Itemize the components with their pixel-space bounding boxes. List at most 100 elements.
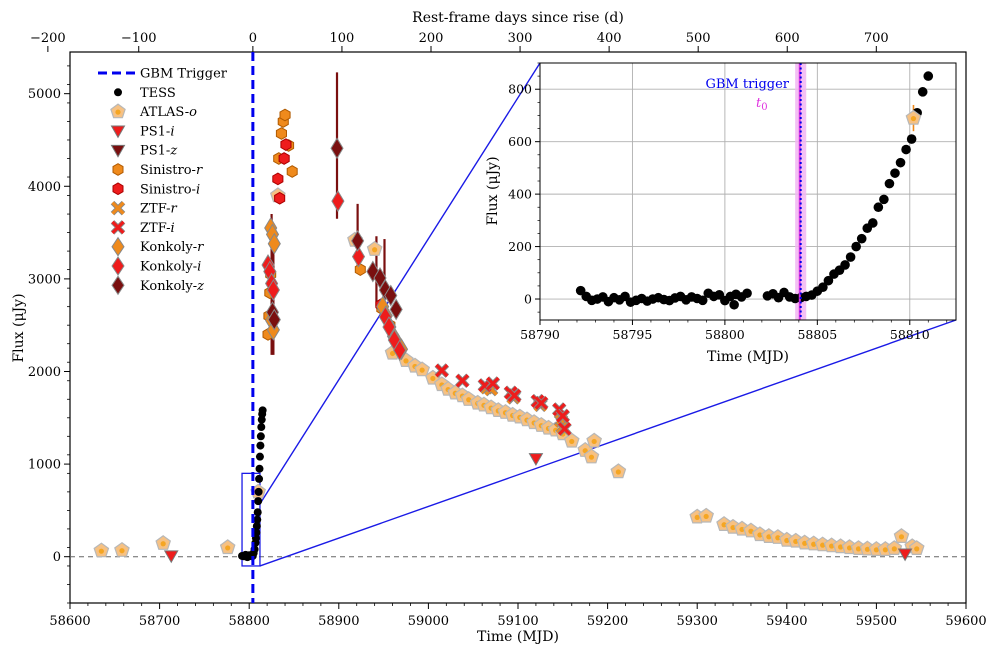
inset-x-ticks: 58790 58795 58800 58805 58810: [520, 320, 948, 342]
atlas-o-center: [775, 535, 781, 541]
inset-data-points: [575, 71, 934, 310]
atlas-o-center: [694, 514, 700, 520]
inset-y-ticks: 0 200 400 600 800: [508, 62, 540, 313]
ztf-i-point: [455, 374, 470, 388]
x-tick-label: 59200: [587, 614, 628, 629]
top-tick-label: −100: [121, 31, 157, 46]
inset-tess-point: [873, 202, 884, 213]
inset-y-tick-label: 400: [508, 187, 532, 202]
legend-label-text: PS1-: [140, 124, 170, 139]
legend-label: ZTF-r: [140, 202, 178, 217]
y-tick-label: 1000: [28, 458, 61, 473]
konkoly-i-point: [351, 245, 366, 268]
legend-label-text: TESS: [140, 86, 176, 101]
inset-tess-point: [845, 252, 856, 262]
legend-atlas-center: [115, 109, 121, 115]
atlas-o-center: [160, 541, 166, 547]
legend-label-text: Konkoly-: [140, 240, 197, 255]
tess-point: [253, 508, 262, 517]
legend-label-text: Sinistro-: [140, 163, 196, 178]
y-tick-label: 0: [53, 550, 61, 565]
y-tick-label: 5000: [28, 87, 61, 102]
legend-label: Sinistro-r: [140, 163, 203, 178]
legend-sinistro-i-marker: [112, 182, 124, 196]
atlas-o-center: [569, 438, 575, 445]
sinistro-i-point: [280, 138, 292, 151]
atlas-o-center: [225, 545, 231, 551]
konkoly-z-point: [330, 137, 344, 160]
tess-point: [257, 423, 266, 432]
ps1-i-point: [897, 548, 913, 562]
atlas-o-center: [820, 542, 826, 548]
x-tick-label: 58900: [318, 614, 359, 629]
inset-tess-point: [917, 87, 928, 97]
atlas-o-center: [419, 367, 425, 373]
sinistro-i-point: [274, 191, 286, 205]
konkoly-r-point: [267, 232, 281, 255]
inset-y-tick-label: 600: [508, 134, 532, 149]
atlas-o-center: [591, 438, 597, 445]
legend-ztf-r-marker: [111, 201, 125, 215]
atlas-o-center: [829, 543, 835, 549]
atlas-o-center: [615, 469, 621, 475]
x-tick-label: 59000: [408, 614, 449, 629]
inset-x-tick-label: 58805: [797, 327, 837, 342]
atlas-o-center: [873, 547, 880, 553]
x-tick-label: 59300: [677, 614, 718, 629]
legend-label-band: r: [196, 163, 203, 178]
legend-tess-marker: [114, 88, 122, 97]
atlas-o-center: [846, 545, 853, 551]
inset-tess-point: [851, 241, 861, 252]
legend-label-text: ZTF-: [140, 221, 171, 236]
inset-tess-point: [697, 295, 708, 306]
atlas-o-center: [98, 548, 104, 554]
tess-point: [253, 515, 262, 524]
sinistro-r-point: [279, 108, 291, 122]
sinistro-i-point: [272, 172, 284, 186]
inset-tess-point: [890, 168, 900, 178]
atlas-o-center: [748, 528, 754, 534]
inset-tess-point: [840, 260, 850, 270]
legend-label-text: Konkoly-: [140, 279, 197, 294]
t0-subscript: 0: [761, 102, 767, 113]
konkoly-z-point: [351, 229, 365, 252]
legend-konkoly-r-marker: [111, 236, 125, 257]
legend-label-text: ZTF-: [140, 202, 171, 217]
inset-axes-frame: [539, 62, 957, 321]
konkoly-z-point: [384, 284, 398, 307]
ps1-i-point: [528, 453, 544, 467]
inset-y-tick-label: 200: [508, 239, 532, 254]
y-tick-label: 3000: [28, 272, 61, 287]
legend-label: Konkoly-r: [140, 240, 204, 255]
atlas-o-center: [403, 358, 409, 364]
main-data-points: [93, 108, 925, 564]
ztf-i-point: [557, 422, 572, 436]
atlas-o-center: [703, 513, 709, 520]
atlas-o-center: [898, 534, 905, 540]
legend-label: Sinistro-i: [140, 182, 200, 197]
inset-trigger-lines: [798, 63, 802, 320]
konkoly-i-point: [393, 339, 407, 362]
tess-point: [258, 406, 267, 415]
tess-point: [256, 432, 265, 441]
tess-point: [254, 497, 263, 506]
inset-axes-border: [539, 62, 957, 321]
konkoly-i-point: [266, 279, 280, 301]
top-axis-title: Rest-frame days since rise (d): [412, 10, 624, 26]
atlas-o-center: [855, 546, 862, 552]
legend-sinistro-r-marker: [112, 163, 124, 176]
main-y-ticks: 0 1000 2000 3000 4000 5000: [28, 65, 70, 604]
main-x-ticks: 58600 58700 58800 58900 59000 59100 59200 59300…: [49, 603, 987, 629]
sinistro-r-point: [286, 165, 298, 178]
atlas-o-center: [882, 547, 888, 553]
legend-label-text: GBM Trigger: [140, 67, 228, 82]
atlas-o-center: [430, 375, 436, 382]
inset-tess-point: [906, 134, 917, 144]
x-tick-label: 59400: [766, 614, 807, 629]
legend-label-text: ATLAS-: [139, 105, 189, 120]
x-tick-label: 58800: [229, 614, 270, 629]
legend-label: Konkoly-z: [140, 279, 204, 294]
inset-tess-point: [868, 218, 878, 228]
legend-label-band: r: [197, 240, 204, 255]
legend-label: ZTF-i: [140, 221, 175, 236]
